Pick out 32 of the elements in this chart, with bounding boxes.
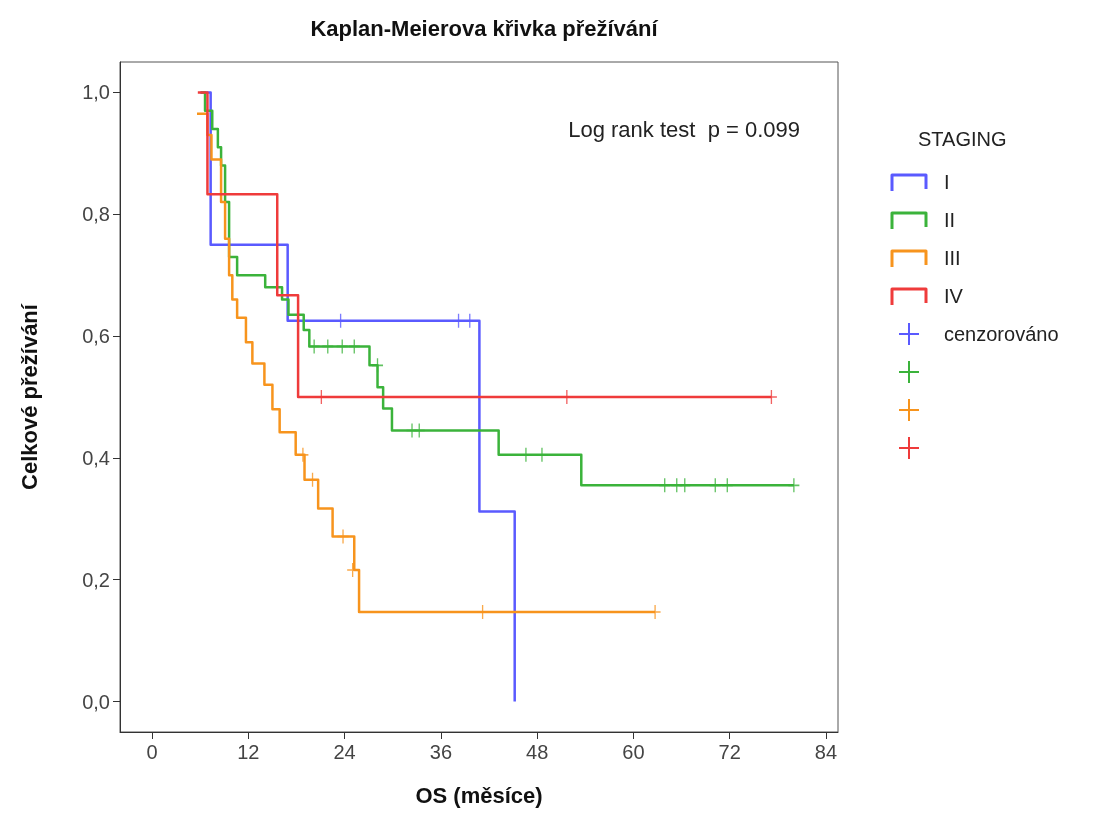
point — [659, 478, 671, 493]
legend-label: III — [944, 246, 961, 270]
legend-label: I — [944, 170, 950, 194]
point — [372, 358, 384, 373]
y-axis-title: Celkové přežívání — [16, 303, 42, 490]
x-tick-label: 84 — [814, 741, 838, 763]
point — [709, 478, 721, 493]
point — [679, 478, 691, 493]
y-tick-label: 0,6 — [82, 325, 110, 348]
legend-title: STAGING — [918, 128, 1008, 151]
chart-title: Kaplan-Meierova křivka přežívání — [310, 15, 659, 41]
x-tick-label: 12 — [237, 741, 260, 763]
legend-label: II — [944, 208, 956, 232]
point — [788, 478, 800, 493]
y-tick-label: 0,8 — [82, 203, 110, 226]
annotation: Log rank test p = 0.099 — [568, 116, 801, 142]
y-tick-label: 0,0 — [82, 690, 110, 713]
legend-label: cenzorováno — [944, 322, 1059, 346]
y-tick-label: 0,2 — [82, 568, 110, 591]
y-tick-label: 0,4 — [82, 446, 110, 469]
x-tick-label: 24 — [333, 741, 356, 763]
x-axis-title: OS (měsíce) — [415, 782, 543, 808]
legend-label: IV — [944, 284, 963, 308]
x-tick-label: 0 — [146, 741, 158, 763]
x-tick-label: 48 — [526, 741, 549, 763]
point — [721, 478, 733, 493]
point — [308, 339, 320, 354]
y-tick-label: 1,0 — [82, 81, 110, 104]
x-tick-label: 60 — [622, 741, 645, 763]
x-tick-label: 36 — [429, 741, 453, 763]
point — [337, 529, 349, 544]
x-tick-label: 72 — [718, 741, 741, 763]
